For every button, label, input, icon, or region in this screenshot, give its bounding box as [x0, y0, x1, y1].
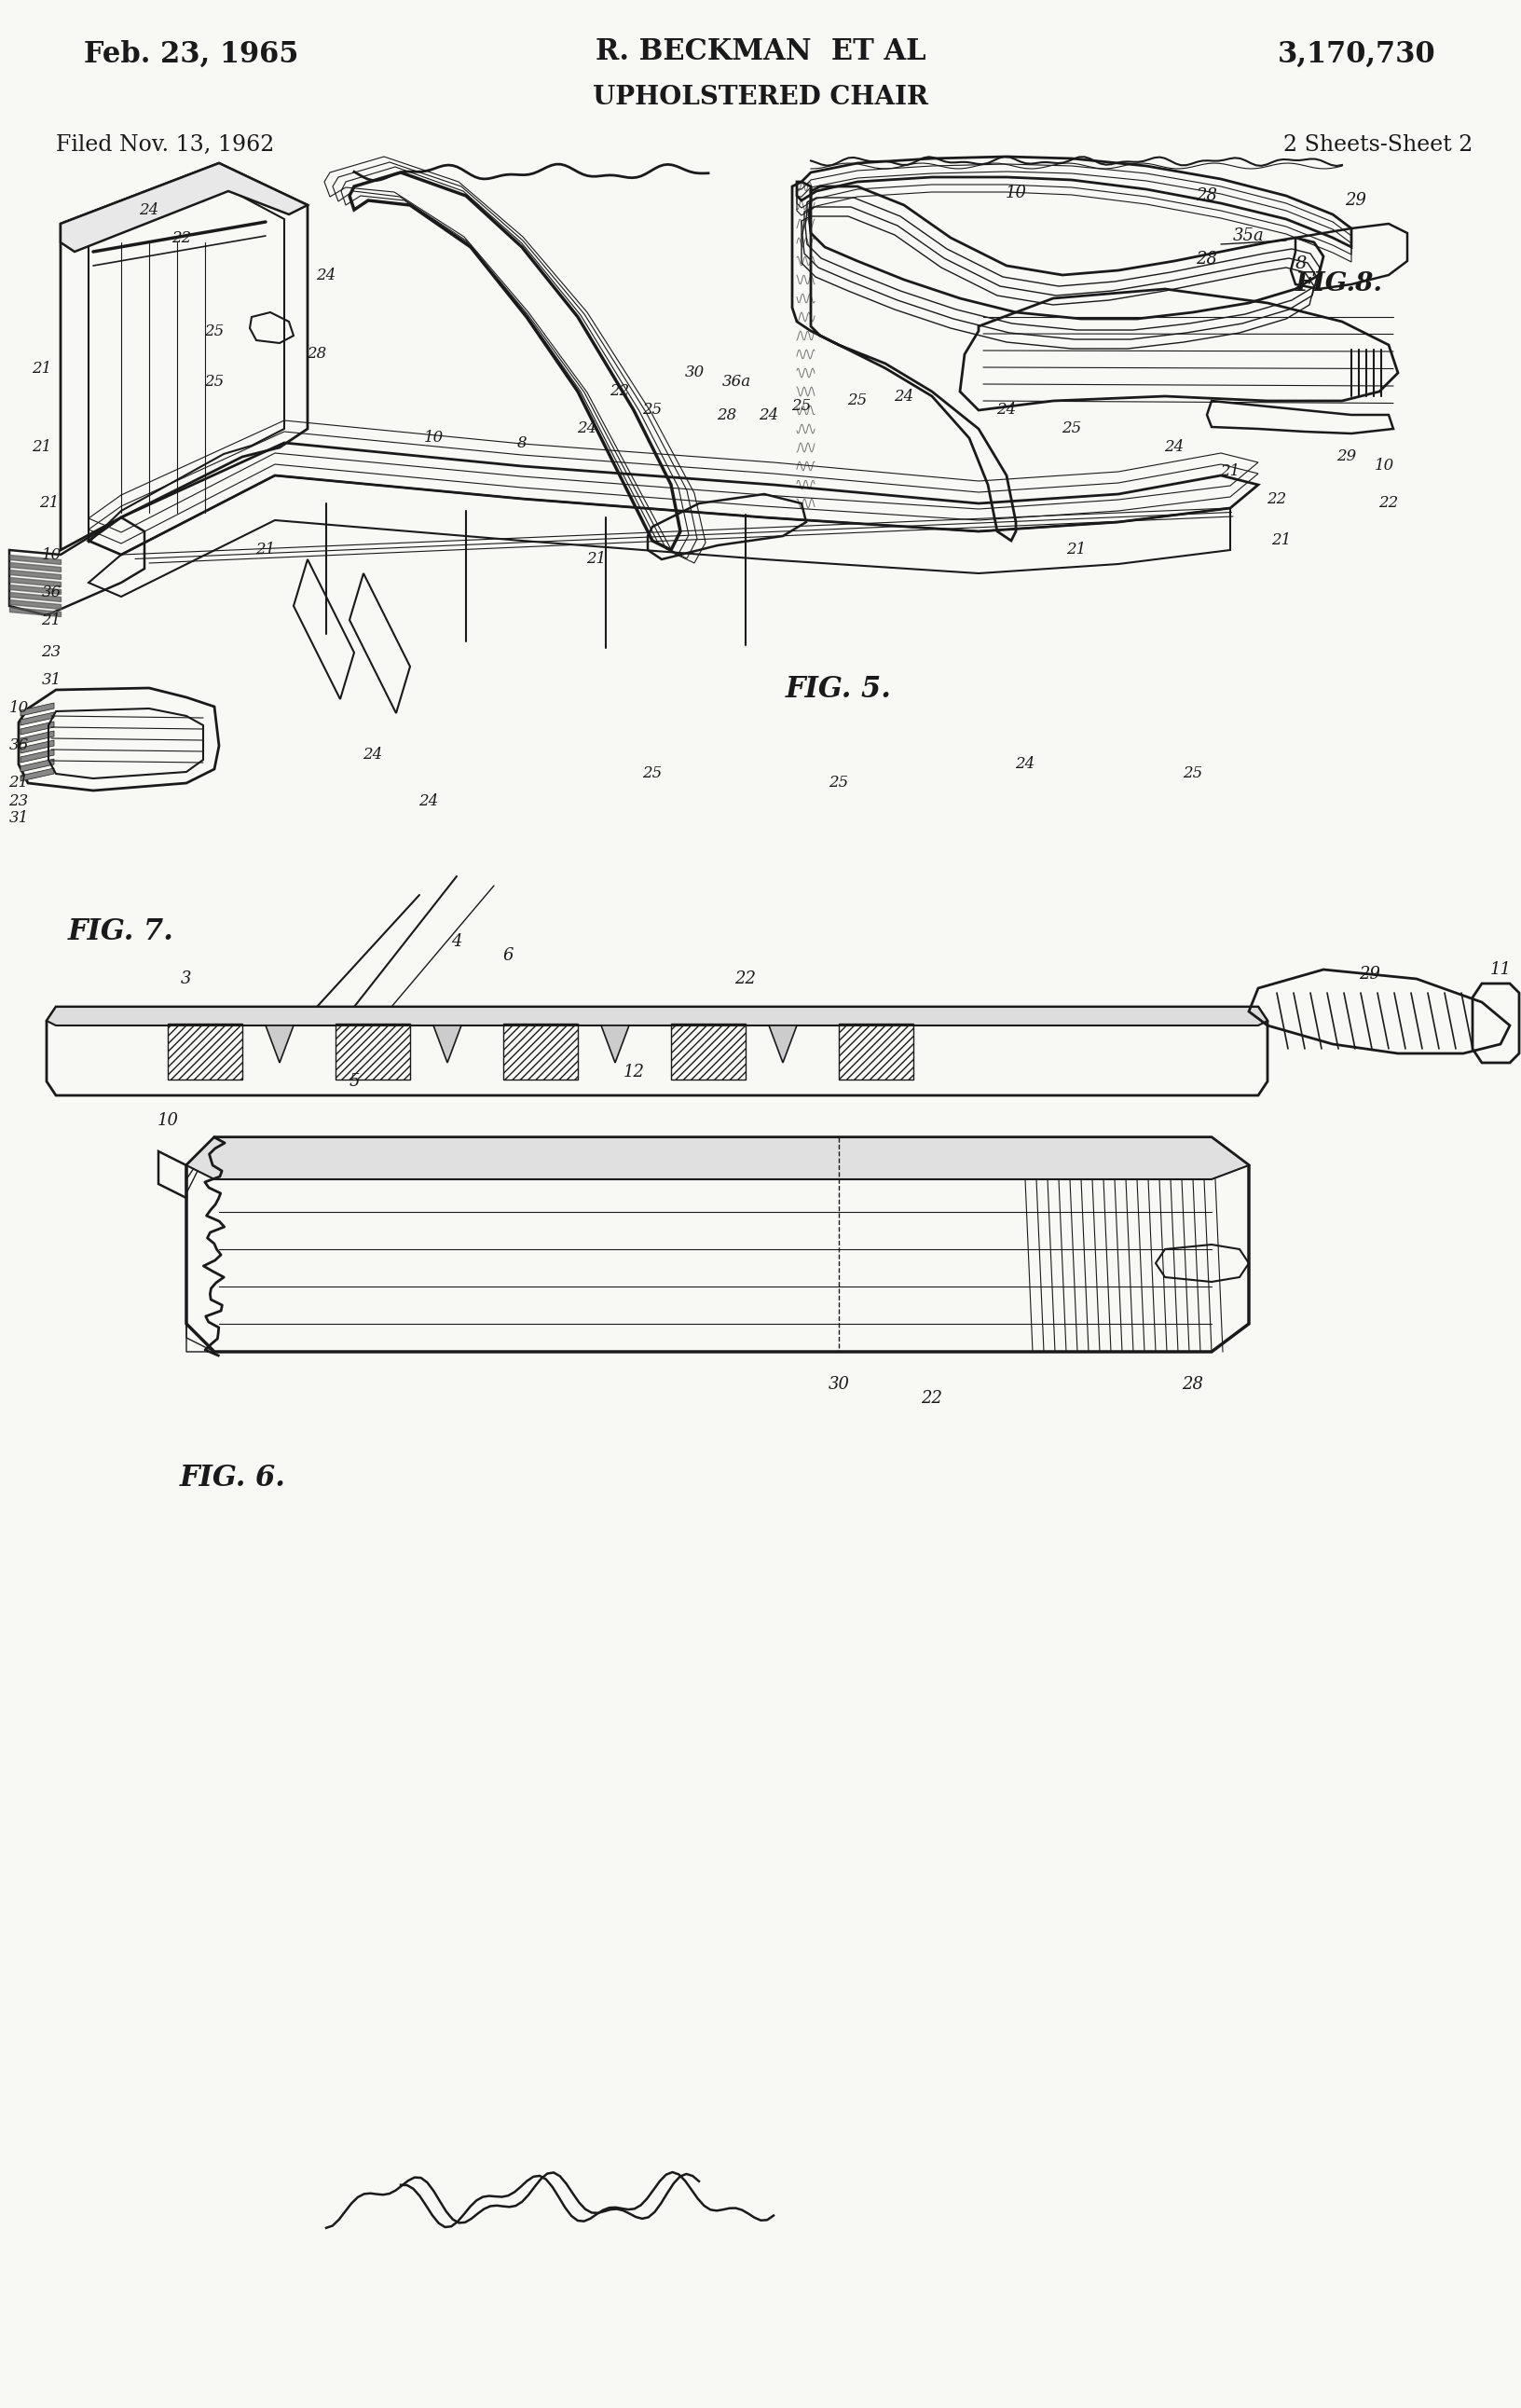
Text: 25: 25: [847, 393, 867, 409]
Text: 31: 31: [41, 672, 61, 689]
Text: R. BECKMAN  ET AL: R. BECKMAN ET AL: [595, 36, 926, 65]
Text: FIG.8.: FIG.8.: [1296, 272, 1383, 296]
Polygon shape: [20, 768, 55, 780]
Text: 21: 21: [40, 496, 59, 510]
Text: 23: 23: [41, 645, 61, 660]
Polygon shape: [20, 722, 55, 734]
Text: 10: 10: [157, 1112, 178, 1129]
Text: 24: 24: [418, 795, 438, 809]
Text: UPHOLSTERED CHAIR: UPHOLSTERED CHAIR: [593, 84, 928, 111]
Text: 25: 25: [642, 766, 662, 783]
Polygon shape: [20, 759, 55, 773]
Text: 25: 25: [1062, 421, 1081, 436]
Text: 25: 25: [204, 373, 224, 390]
Text: 4: 4: [452, 934, 462, 951]
Text: 24: 24: [1165, 441, 1185, 455]
Text: 22: 22: [735, 970, 756, 987]
Text: 24: 24: [894, 388, 914, 405]
Text: 25: 25: [642, 402, 662, 419]
Polygon shape: [20, 749, 55, 763]
Bar: [671, 1023, 745, 1079]
Text: 28: 28: [1196, 188, 1218, 205]
Text: 10: 10: [1005, 185, 1027, 202]
Text: 22: 22: [1378, 496, 1399, 510]
Text: 21: 21: [1220, 462, 1240, 479]
Text: 24: 24: [578, 421, 598, 436]
Polygon shape: [601, 1026, 630, 1062]
Text: 22: 22: [610, 383, 630, 400]
Text: 10: 10: [423, 431, 443, 445]
Text: 25: 25: [791, 397, 811, 414]
Text: 21: 21: [587, 551, 607, 568]
Text: 29: 29: [1337, 448, 1357, 465]
Text: 28: 28: [1196, 250, 1218, 267]
Polygon shape: [20, 703, 55, 715]
Text: 3,170,730: 3,170,730: [1278, 39, 1436, 67]
Text: 5: 5: [348, 1074, 359, 1091]
Text: 25: 25: [1183, 766, 1203, 783]
Text: 24: 24: [759, 407, 779, 424]
Text: 28: 28: [1182, 1375, 1203, 1392]
Text: Feb. 23, 1965: Feb. 23, 1965: [84, 39, 298, 67]
Text: FIG. 5.: FIG. 5.: [786, 674, 891, 703]
Polygon shape: [266, 1026, 294, 1062]
Text: 30: 30: [684, 366, 704, 380]
Text: 2 Sheets-Sheet 2: 2 Sheets-Sheet 2: [1284, 135, 1472, 154]
Text: 24: 24: [996, 402, 1016, 419]
Text: 22: 22: [922, 1389, 943, 1406]
Text: 28: 28: [307, 347, 327, 361]
Text: 25: 25: [204, 323, 224, 340]
Bar: [336, 1023, 411, 1079]
Text: 24: 24: [140, 202, 160, 217]
Text: 24: 24: [364, 746, 383, 763]
Text: 24: 24: [316, 267, 336, 282]
Text: 12: 12: [624, 1064, 645, 1081]
Text: 10: 10: [9, 701, 29, 718]
Text: 6: 6: [502, 946, 513, 963]
Bar: [838, 1023, 913, 1079]
Text: 21: 21: [1066, 542, 1086, 559]
Text: 36: 36: [41, 585, 61, 600]
Text: 29: 29: [1360, 966, 1381, 982]
Text: 29: 29: [1345, 193, 1367, 209]
Text: 23: 23: [9, 795, 29, 809]
Text: 35a: 35a: [1234, 226, 1264, 243]
Polygon shape: [770, 1026, 797, 1062]
Polygon shape: [433, 1026, 461, 1062]
Polygon shape: [187, 1137, 1249, 1180]
Text: 21: 21: [41, 612, 61, 628]
Text: 24: 24: [1016, 756, 1036, 773]
Text: 21: 21: [1272, 532, 1291, 549]
Text: 30: 30: [827, 1375, 850, 1392]
Text: 3: 3: [181, 970, 192, 987]
Text: 21: 21: [32, 361, 52, 376]
Polygon shape: [20, 739, 55, 754]
Text: 10: 10: [1373, 458, 1393, 474]
Polygon shape: [61, 164, 307, 253]
Polygon shape: [47, 1007, 1267, 1026]
Text: 31: 31: [9, 811, 29, 826]
Bar: [167, 1023, 242, 1079]
Text: 36a: 36a: [722, 373, 751, 390]
Text: 36: 36: [9, 737, 29, 754]
Text: Filed Nov. 13, 1962: Filed Nov. 13, 1962: [56, 135, 274, 154]
Text: 25: 25: [829, 775, 849, 790]
Text: FIG. 6.: FIG. 6.: [179, 1464, 286, 1493]
Polygon shape: [20, 713, 55, 725]
Text: 22: 22: [172, 229, 192, 246]
Text: 22: 22: [1267, 491, 1287, 506]
Text: 11: 11: [1489, 961, 1512, 978]
Text: 21: 21: [256, 542, 275, 559]
Text: 21: 21: [9, 775, 29, 790]
Polygon shape: [20, 732, 55, 744]
Text: 28: 28: [716, 407, 736, 424]
Text: 8: 8: [1296, 255, 1307, 272]
Text: 21: 21: [32, 441, 52, 455]
Text: 8: 8: [517, 436, 526, 450]
Text: FIG. 7.: FIG. 7.: [68, 917, 175, 946]
Bar: [503, 1023, 578, 1079]
Text: 10: 10: [41, 547, 61, 563]
